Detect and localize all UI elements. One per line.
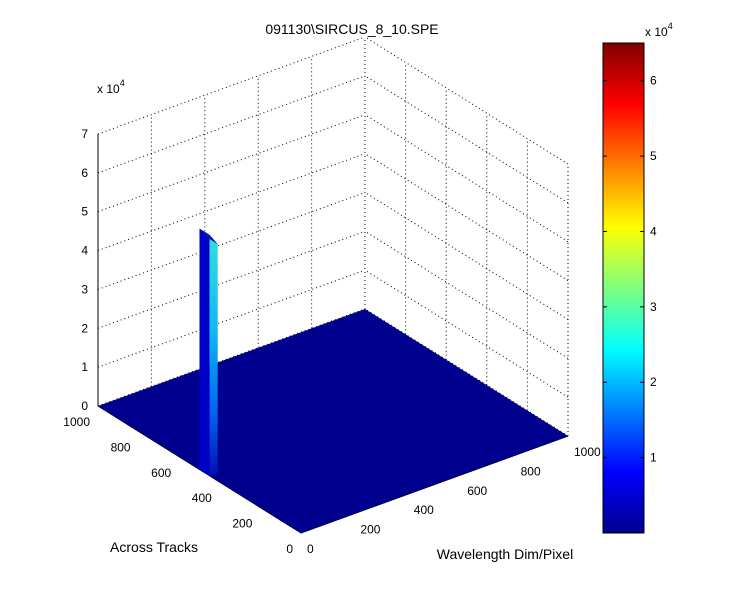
colorbar-tick-label: 2 [650, 375, 657, 389]
x-tick-label: 400 [414, 503, 434, 517]
grid-line [364, 192, 569, 320]
y-tick-label: 1000 [63, 415, 90, 429]
x-tick-label: 0 [307, 542, 314, 556]
colorbar-gradient [602, 42, 645, 534]
grid-line [97, 191, 366, 290]
grid-line [97, 308, 366, 407]
grid-line [97, 230, 366, 329]
colorbar-tick-label: 5 [650, 149, 657, 163]
colorbar-tick-label: 4 [650, 224, 657, 238]
x-axis-label: Wavelength Dim/Pixel [437, 546, 573, 562]
peak-side-face [199, 228, 210, 476]
x-tick-label: 600 [467, 484, 487, 498]
z-tick-label: 4 [81, 244, 88, 258]
z-tick-label: 6 [81, 166, 88, 180]
grid-line [97, 75, 366, 174]
y-tick-label: 0 [286, 542, 293, 556]
x-tick-label: 200 [360, 523, 380, 537]
y-axis-label: Across Tracks [110, 539, 198, 555]
x-tick-label: 1000 [574, 445, 601, 459]
grid-line [97, 114, 366, 213]
colorbar-tick-label: 6 [650, 74, 657, 88]
colorbar-multiplier: x 104 [645, 21, 673, 39]
surface-plot [98, 228, 568, 533]
colorbar-tick-label: 3 [650, 300, 657, 314]
surface-floor [98, 309, 568, 533]
y-tick-label: 400 [192, 491, 212, 505]
grid-line [364, 36, 569, 165]
grid-line [364, 153, 569, 281]
z-tick-label: 2 [81, 321, 88, 335]
z-tick-label: 3 [81, 282, 88, 296]
grid-line [364, 75, 569, 204]
grid-line [364, 114, 569, 243]
z-tick-label: 7 [81, 127, 88, 141]
chart-title: 091130\SIRCUS_8_10.SPE [265, 21, 438, 37]
grid-line [97, 36, 366, 135]
x-tick-label: 800 [521, 464, 541, 478]
z-tick-label: 1 [81, 360, 88, 374]
peak-top-face [199, 228, 218, 245]
z-tick-label: 5 [81, 205, 88, 219]
y-tick-label: 600 [151, 466, 171, 480]
y-tick-label: 800 [111, 440, 131, 454]
z-multiplier: x 104 [97, 78, 125, 96]
peak-front-face [209, 234, 218, 476]
y-tick-label: 200 [232, 517, 252, 531]
z-tick-label: 0 [81, 399, 88, 413]
colorbar: 1 2 3 4 5 6 x 104 [602, 21, 673, 534]
grid-line [97, 153, 366, 252]
colorbar-tick-label: 1 [650, 451, 657, 465]
grid-line [97, 269, 366, 368]
axis-ticks: 0 200 400 600 800 1000 0 200 400 600 800 1000 0 1 2 3 4 5… [63, 127, 601, 556]
